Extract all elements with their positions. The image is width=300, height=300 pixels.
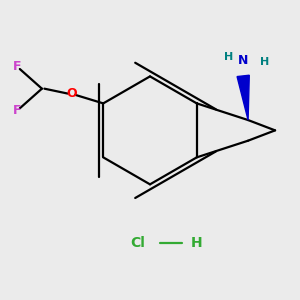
Text: H: H — [224, 52, 233, 62]
Text: H: H — [260, 57, 270, 67]
Text: Cl: Cl — [130, 236, 145, 250]
Text: O: O — [66, 87, 77, 100]
Text: N: N — [238, 54, 248, 67]
Text: F: F — [13, 60, 22, 73]
Polygon shape — [237, 75, 249, 120]
Text: H: H — [191, 236, 203, 250]
Text: F: F — [13, 104, 22, 117]
